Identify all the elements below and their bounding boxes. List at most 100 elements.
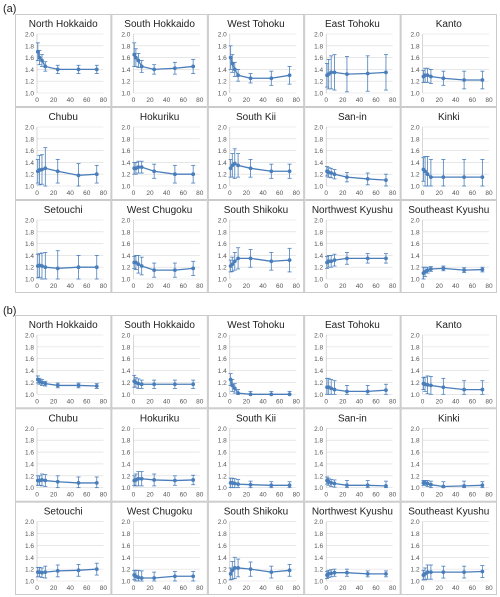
chart-frame xyxy=(304,501,401,595)
x-tick-label: 60 xyxy=(180,283,188,290)
y-tick-label: 1.6 xyxy=(218,450,227,457)
data-point xyxy=(228,571,233,576)
data-point xyxy=(269,169,274,174)
chart-frame xyxy=(15,408,112,502)
x-tick-label: 40 xyxy=(67,585,75,592)
y-tick-label: 1.2 xyxy=(411,79,420,86)
chart-title: Northwest Kyushu xyxy=(312,205,393,216)
y-tick-label: 1.4 xyxy=(218,253,227,260)
y-tick-label: 1.8 xyxy=(314,438,323,445)
x-tick-label: 60 xyxy=(372,585,380,592)
x-tick-label: 20 xyxy=(146,97,154,104)
y-tick-label: 1.8 xyxy=(314,136,323,143)
y-tick-label: 1.8 xyxy=(25,531,34,538)
x-tick-label: 40 xyxy=(67,190,75,197)
x-tick-label: 20 xyxy=(146,190,154,197)
y-tick-label: 2.0 xyxy=(218,125,227,132)
y-tick-label: 2.0 xyxy=(314,32,323,39)
x-tick-label: 60 xyxy=(469,585,477,592)
data-point xyxy=(191,478,196,482)
data-point xyxy=(191,382,196,387)
chart-frame xyxy=(15,315,112,409)
data-point xyxy=(384,483,388,488)
y-tick-label: 2.0 xyxy=(411,218,420,225)
data-point xyxy=(248,567,253,572)
y-tick-label: 2.0 xyxy=(25,218,34,225)
data-point xyxy=(139,576,144,580)
y-tick-label: 1.2 xyxy=(314,567,323,574)
x-tick-label: 40 xyxy=(163,492,171,499)
x-tick-label: 0 xyxy=(35,585,39,592)
chart-title: Setouchi xyxy=(44,205,83,216)
y-tick-label: 1.4 xyxy=(121,555,130,562)
data-point xyxy=(429,570,433,574)
y-tick-label: 1.6 xyxy=(314,148,323,155)
x-tick-label: 80 xyxy=(293,190,301,197)
data-point xyxy=(152,67,157,72)
x-tick-label: 20 xyxy=(50,283,58,290)
data-point xyxy=(55,169,60,174)
y-tick-label: 2.0 xyxy=(218,519,227,526)
data-point xyxy=(76,481,81,485)
data-point xyxy=(236,566,241,570)
data-point xyxy=(94,567,99,572)
data-point xyxy=(429,267,433,271)
data-point xyxy=(329,481,334,485)
data-point xyxy=(139,165,144,170)
y-tick-label: 1.0 xyxy=(314,184,323,191)
x-tick-label: 80 xyxy=(100,97,108,104)
y-tick-label: 1.2 xyxy=(218,172,227,179)
chart-title: South Hokkaido xyxy=(124,320,195,331)
chart-kinki-a: Kinki 1.0 1.2 1.4 1.6 1.8 2.0 0 20 40 60 80 xyxy=(400,107,497,200)
data-point xyxy=(136,58,141,63)
y-tick-label: 1.8 xyxy=(411,136,420,143)
chart-frame xyxy=(400,501,497,595)
x-tick-label: 40 xyxy=(356,492,364,499)
data-point xyxy=(232,259,237,264)
y-tick-label: 1.0 xyxy=(411,277,420,284)
y-tick-label: 1.0 xyxy=(121,392,130,399)
chart-frame xyxy=(15,107,112,200)
data-point xyxy=(55,383,60,388)
x-tick-label: 40 xyxy=(163,398,171,405)
chart-frame xyxy=(400,200,497,293)
x-tick-label: 80 xyxy=(485,585,493,592)
data-point xyxy=(384,571,388,576)
chart-kanto-a: Kanto 1.0 1.2 1.4 1.6 1.8 2.0 0 20 40 60 80 xyxy=(400,14,497,107)
x-tick-label: 80 xyxy=(389,97,397,104)
y-tick-label: 1.0 xyxy=(314,485,323,492)
y-tick-label: 2.0 xyxy=(25,426,34,433)
x-tick-label: 0 xyxy=(421,398,425,405)
x-tick-label: 60 xyxy=(469,190,477,197)
y-tick-label: 1.6 xyxy=(121,543,130,550)
y-tick-label: 1.0 xyxy=(218,392,227,399)
x-tick-label: 20 xyxy=(243,398,251,405)
x-tick-label: 0 xyxy=(324,398,328,405)
y-tick-label: 2.0 xyxy=(121,32,130,39)
data-point xyxy=(230,383,235,388)
data-point xyxy=(480,267,485,272)
x-tick-label: 80 xyxy=(196,283,204,290)
data-point xyxy=(228,377,233,382)
data-point xyxy=(425,481,430,486)
data-point xyxy=(248,256,253,261)
x-tick-label: 20 xyxy=(146,492,154,499)
chart-title: Kanto xyxy=(436,320,463,331)
chart-frame xyxy=(15,14,112,107)
data-point xyxy=(462,483,466,488)
data-point xyxy=(332,570,337,575)
data-point xyxy=(480,483,485,488)
y-tick-label: 1.0 xyxy=(121,277,130,284)
data-point xyxy=(228,55,233,60)
data-point xyxy=(441,570,446,574)
chart-kinki-b: Kinki 1.0 1.2 1.4 1.6 1.8 2.0 0 20 40 60 80 xyxy=(400,408,497,502)
y-tick-label: 1.4 xyxy=(121,461,130,468)
data-point xyxy=(40,380,44,385)
x-tick-label: 40 xyxy=(356,585,364,592)
data-point xyxy=(269,570,274,574)
x-tick-label: 60 xyxy=(372,97,380,104)
y-tick-label: 1.2 xyxy=(25,172,34,179)
data-point xyxy=(136,262,141,267)
x-tick-label: 60 xyxy=(83,585,91,592)
x-tick-label: 40 xyxy=(163,283,171,290)
